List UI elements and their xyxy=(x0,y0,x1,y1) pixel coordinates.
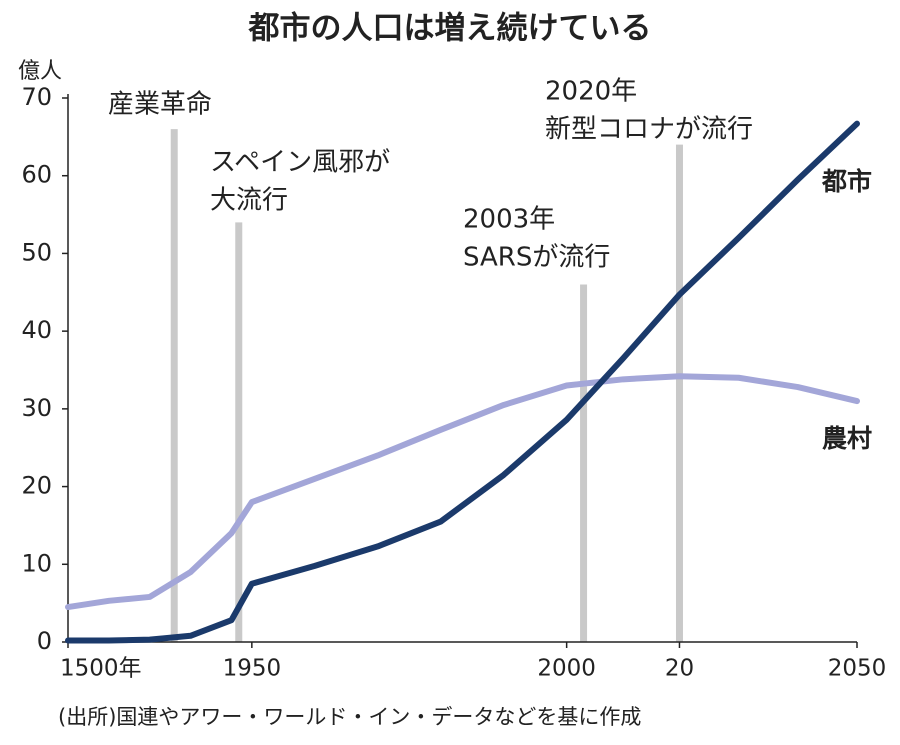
y-tick-label: 30 xyxy=(21,394,52,422)
event-label: SARSが流行 xyxy=(463,243,610,273)
y-tick-label: 20 xyxy=(21,472,52,500)
y-unit: 億人 xyxy=(18,59,62,84)
event-label: 産業革命 xyxy=(108,90,212,120)
x-tick-label: 1500年 xyxy=(60,656,142,682)
series-label: 都市 xyxy=(821,167,872,196)
x-tick-label: 2000 xyxy=(537,656,596,682)
x-tick-label: 2050 xyxy=(828,656,887,682)
event-label: 2003年 xyxy=(463,205,555,235)
chart-title: 都市の人口は増え続けている xyxy=(248,11,652,47)
event-label: 2020年 xyxy=(545,77,637,107)
source: (出所)国連やアワー・ワールド・イン・データなどを基に作成 xyxy=(58,705,641,729)
event-label: 大流行 xyxy=(210,186,288,216)
x-tick-label: 20 xyxy=(665,656,694,682)
y-tick-label: 60 xyxy=(21,161,52,189)
y-tick-label: 0 xyxy=(37,627,52,655)
series-label: 農村 xyxy=(822,424,872,453)
event-label: スペイン風邪が xyxy=(210,148,390,178)
y-tick-label: 70 xyxy=(21,83,52,111)
series-line xyxy=(65,120,860,644)
x-tick-label: 1950 xyxy=(223,656,282,682)
y-tick-label: 10 xyxy=(21,549,52,577)
y-tick-label: 50 xyxy=(21,238,52,266)
y-tick-label: 40 xyxy=(21,316,52,344)
event-label: 新型コロナが流行 xyxy=(545,115,753,145)
series-line xyxy=(65,373,860,611)
